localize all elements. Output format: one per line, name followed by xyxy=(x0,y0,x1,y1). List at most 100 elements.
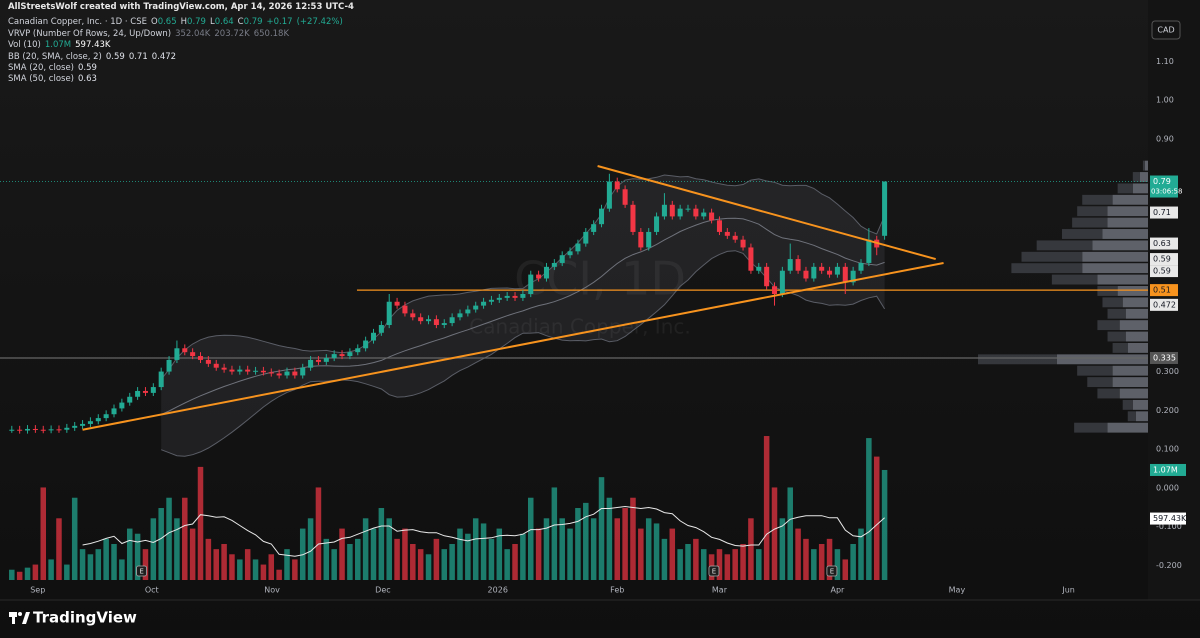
candle-body xyxy=(764,266,770,287)
profile-down xyxy=(1142,160,1145,171)
volume-bar xyxy=(472,518,479,580)
profile-down xyxy=(1061,229,1103,239)
volume-bar xyxy=(866,438,872,580)
volume-bar xyxy=(449,544,455,580)
price-badge xyxy=(1150,298,1178,311)
candle-body xyxy=(205,359,211,364)
profile-up xyxy=(1122,297,1148,308)
volume-bar xyxy=(79,549,86,580)
candle-body xyxy=(363,340,369,349)
volume-bar xyxy=(881,469,888,580)
brand-logo xyxy=(9,612,30,624)
profile-up xyxy=(1092,240,1148,251)
candle-body xyxy=(386,301,392,326)
profile-down xyxy=(1097,388,1120,399)
volume-bar xyxy=(158,508,164,580)
candle-body xyxy=(795,259,801,271)
bollinger-lower xyxy=(161,250,886,457)
candle-body xyxy=(834,266,840,275)
candle-body xyxy=(748,247,754,271)
volume-bar xyxy=(252,559,259,580)
candle-body xyxy=(158,371,164,388)
volume-bar xyxy=(685,544,691,580)
profile-up xyxy=(1144,160,1148,171)
profile-up xyxy=(1125,331,1148,342)
indicator-value: 352.04K xyxy=(175,28,211,39)
candle-body xyxy=(127,396,133,403)
volume-bar xyxy=(677,549,683,580)
volume-bar xyxy=(512,544,518,580)
candle-body xyxy=(551,262,557,267)
indicator-name: VRVP (Number Of Rows, 24, Up/Down) xyxy=(8,28,172,39)
candle-body xyxy=(87,421,93,424)
candle-body xyxy=(103,414,109,419)
volume-bar xyxy=(528,497,534,580)
candle-body xyxy=(190,352,196,357)
candle-body xyxy=(276,373,282,376)
candle-body xyxy=(803,270,809,279)
legend-row: BB (20, SMA, close, 2) 0.59 0.71 0.472 xyxy=(8,52,354,63)
symbol-name: Canadian Copper, Inc. · 1D · CSE xyxy=(8,17,147,28)
legend-row: Canadian Copper, Inc. · 1D · CSE O0.65 H0.… xyxy=(8,17,354,28)
volume-bar xyxy=(441,549,448,580)
volume-bar xyxy=(795,528,801,580)
volume-bar xyxy=(221,544,227,580)
volume-bar xyxy=(763,436,770,580)
candle-body xyxy=(174,348,180,360)
profile-down xyxy=(1077,365,1113,376)
volume-bar xyxy=(653,523,660,580)
volume-bar xyxy=(417,549,424,580)
x-tick-label: Jun xyxy=(1061,586,1075,595)
volume-bar xyxy=(606,497,613,580)
indicator-value: 0.63 xyxy=(78,74,97,85)
candle-body xyxy=(669,204,675,217)
x-tick-label: Oct xyxy=(145,586,159,595)
candle-body xyxy=(583,231,589,244)
price-badge xyxy=(1150,284,1178,297)
volume-bar xyxy=(818,544,825,580)
candle-body xyxy=(646,231,652,248)
candle-body xyxy=(315,359,321,362)
price-badge-label: 0.59 xyxy=(1153,267,1171,276)
profile-down xyxy=(1107,331,1126,342)
volume-bar xyxy=(268,554,275,580)
ohlc-key: C xyxy=(237,17,244,28)
profile-up xyxy=(1117,286,1148,296)
legend-row: SMA (50, close) 0.63 xyxy=(8,74,354,85)
volume-bar xyxy=(16,571,23,580)
profile-down xyxy=(1107,308,1126,319)
candle-body xyxy=(418,317,424,322)
volume-bar xyxy=(323,538,330,580)
candle-body xyxy=(827,270,833,275)
ohlc-item: O0.65 xyxy=(151,17,177,28)
candle-body xyxy=(842,266,848,283)
profile-up xyxy=(1112,194,1148,205)
ohlc-value: 0.65 xyxy=(157,17,177,28)
volume-bar xyxy=(189,528,196,580)
candle-body xyxy=(599,208,605,225)
profile-up xyxy=(1082,263,1148,274)
price-badge xyxy=(1150,253,1178,266)
volume-bar xyxy=(355,538,361,580)
profile-up xyxy=(1132,183,1148,194)
y-tick-label: 0.90 xyxy=(1156,134,1174,143)
volume-bar xyxy=(834,549,841,580)
volume-bar xyxy=(598,477,605,580)
x-tick-label: Dec xyxy=(375,586,390,595)
candle-body xyxy=(850,270,856,283)
volume-bar xyxy=(520,533,526,580)
volume-bar xyxy=(362,518,369,580)
indicator-value: 0.59 xyxy=(78,63,97,74)
indicator-value: 0.472 xyxy=(151,51,177,62)
volume-bar xyxy=(284,549,290,580)
candle-body xyxy=(701,212,707,217)
candle-body xyxy=(811,266,817,279)
candle-body xyxy=(111,408,117,415)
earnings-marker xyxy=(708,565,720,577)
volume-bar xyxy=(693,538,699,580)
candle-body xyxy=(858,262,864,271)
y-tick-label: 0.000 xyxy=(1156,483,1179,492)
volume-bar xyxy=(95,549,102,580)
ohlc-key: H xyxy=(180,17,188,28)
ohlc-item: H0.79 xyxy=(181,17,206,28)
